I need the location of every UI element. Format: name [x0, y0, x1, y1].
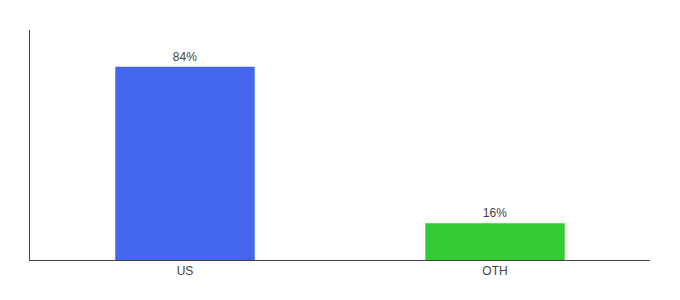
svg-text:84%: 84% [173, 50, 197, 64]
svg-text:16%: 16% [483, 206, 507, 220]
svg-text:US: US [177, 264, 194, 278]
svg-text:OTH: OTH [482, 264, 507, 278]
